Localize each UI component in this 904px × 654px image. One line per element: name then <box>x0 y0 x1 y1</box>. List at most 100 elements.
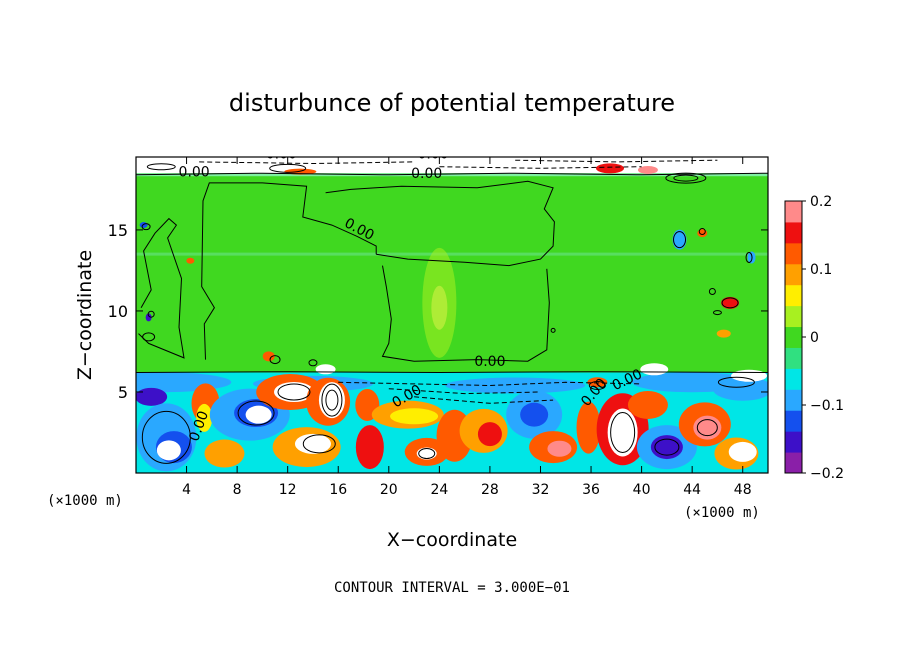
field-spot <box>716 329 731 338</box>
contour-loop <box>550 327 556 333</box>
field-blob <box>355 425 384 470</box>
field-blob <box>477 422 502 447</box>
field-spot <box>721 296 740 309</box>
plot-frame <box>135 156 769 474</box>
field-blob <box>728 441 757 462</box>
colorbar-swatch <box>785 263 802 286</box>
colorbar-swatch <box>785 305 802 328</box>
field-blob <box>156 440 181 461</box>
contour-loop <box>325 389 339 411</box>
y-tick-label: 10 <box>108 302 128 321</box>
colorbar-swatch <box>785 326 802 348</box>
x-unit-label: (×1000 m) <box>47 493 123 509</box>
contour-loop <box>708 288 716 296</box>
contour-loop <box>141 410 191 464</box>
field-spot <box>697 229 708 238</box>
contour-line <box>381 265 550 362</box>
x-tick-label: 12 <box>279 482 297 498</box>
colorbar-swatch <box>785 347 802 369</box>
field-spot <box>145 313 152 322</box>
x-tick-label: 48 <box>734 482 752 498</box>
x-tick-label: 4 <box>182 482 191 498</box>
x-tick-label: 32 <box>532 482 550 498</box>
field-blob <box>318 382 345 419</box>
x-tick-label: 16 <box>329 482 347 498</box>
contour-loop <box>142 332 156 342</box>
colorbar-swatch <box>785 389 802 411</box>
field-spot <box>315 364 336 375</box>
field-spot <box>186 257 195 264</box>
colorbar-swatch <box>785 431 802 453</box>
upper-layer <box>136 157 768 174</box>
field-blob <box>136 387 168 406</box>
contour-loop <box>308 359 318 367</box>
contour-loop <box>717 376 755 388</box>
contour-loop <box>269 163 307 173</box>
chart-title: disturbunce of potential temperature <box>229 89 675 117</box>
colorbar-swatch <box>785 368 802 390</box>
contour-line-dashed <box>199 161 415 165</box>
y-axis: 5 10 15 <box>108 221 768 402</box>
contour-loop <box>698 228 706 236</box>
y-tick-label: 15 <box>108 221 128 240</box>
contour-loop <box>673 174 699 182</box>
contour-label: 0.00 <box>417 147 448 163</box>
contour-loop <box>654 438 680 456</box>
contour-loop <box>418 448 436 460</box>
x-tick-label: 44 <box>683 482 701 498</box>
y-tick-label: 5 <box>118 383 128 402</box>
x-tick-label: 20 <box>380 482 398 498</box>
x-tick-label: 36 <box>582 482 600 498</box>
contour-loop <box>610 411 636 453</box>
field-spot <box>672 229 687 250</box>
colorbar-swatch <box>785 221 802 244</box>
plume-peak <box>431 285 448 330</box>
colorbar-tick-label: −0.1 <box>810 398 844 414</box>
contour-loop <box>237 400 275 426</box>
contour-label: 0.00 <box>474 354 505 370</box>
colorbar: 0.2 0.1 0 −0.1 −0.2 <box>784 194 844 482</box>
z-unit-label: (×1000 m) <box>684 505 760 521</box>
mid-band <box>136 252 768 256</box>
contour-label: 0.00 <box>179 164 210 180</box>
field-blob <box>204 439 245 468</box>
contour-loop <box>665 172 707 184</box>
upper-edge-band <box>136 173 768 177</box>
field-blob <box>520 402 549 427</box>
contour-line <box>325 180 555 267</box>
field-blob <box>627 390 668 419</box>
colorbar-swatch <box>785 410 802 432</box>
contour-loop <box>141 223 151 231</box>
contour-line-dashed <box>414 396 554 404</box>
contour-loop <box>302 434 336 454</box>
contour-line <box>136 172 768 176</box>
colorbar-swatch <box>785 201 802 223</box>
x-axis: 4 8 12 16 20 24 28 32 36 40 44 48 <box>182 157 752 498</box>
contour-loop <box>147 310 155 318</box>
contour-label: 0.00 <box>411 166 442 182</box>
contour-loop <box>745 251 753 263</box>
contour-loop <box>277 383 311 401</box>
colorbar-tick-label: −0.2 <box>810 466 844 482</box>
colorbar-tick-label: 0.1 <box>810 262 832 278</box>
contour-loop <box>321 383 343 417</box>
field-spot <box>596 163 624 174</box>
contour-loop <box>588 380 606 390</box>
field-spot <box>262 351 275 362</box>
x-tick-label: 8 <box>233 482 242 498</box>
x-tick-label: 28 <box>481 482 499 498</box>
field-spot <box>731 369 768 382</box>
contour-interval-note: CONTOUR INTERVAL = 3.000E−01 <box>334 580 570 596</box>
colorbar-tick-label: 0 <box>810 330 819 346</box>
field-blob <box>416 447 437 460</box>
y-axis-label: Z−coordinate <box>74 250 96 380</box>
field-spot <box>637 165 658 174</box>
contour-line <box>138 217 185 359</box>
contour-label: 0.00 <box>266 147 297 163</box>
contour-loop <box>673 231 687 249</box>
colorbar-swatch <box>785 452 802 474</box>
field-spot <box>139 222 148 229</box>
contour-line-dashed <box>388 388 541 395</box>
contour-line-dashed <box>515 159 718 163</box>
